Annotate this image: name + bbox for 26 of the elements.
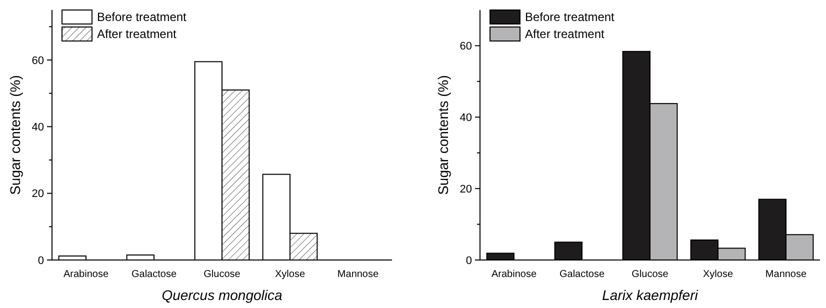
legend-label: After treatment	[525, 27, 606, 42]
y-tick-label: 20	[460, 183, 472, 196]
y-axis-title: Sugar contents (%)	[435, 75, 451, 195]
x-tick-label: Glucose	[632, 269, 669, 280]
y-tick-label: 0	[38, 254, 44, 267]
x-tick-label: Mannose	[337, 269, 380, 280]
y-tick-label: 60	[460, 40, 472, 53]
x-tick-label: Xylose	[702, 269, 734, 280]
y-tick-label: 40	[460, 112, 472, 124]
x-tick-label: Xylose	[274, 269, 306, 280]
x-axis-title: Quercus mongolica	[162, 287, 283, 303]
y-axis-title: Sugar contents (%)	[7, 75, 23, 195]
x-tick-label: Glucose	[204, 269, 241, 280]
y-tick-label: 60	[32, 54, 44, 67]
x-tick-label: Galactose	[131, 269, 177, 280]
x-axis-title: Larix kaempferi	[602, 287, 699, 303]
y-tick-label: 20	[32, 188, 44, 200]
x-tick-label: Mannose	[765, 269, 808, 280]
legend-label: After treatment	[97, 27, 178, 42]
legend-label: Before treatment	[525, 10, 616, 24]
y-tick-label: 0	[466, 254, 472, 267]
legend-label: Before treatment	[97, 10, 188, 24]
x-tick-label: Arabinose	[63, 269, 109, 280]
y-tick-label: 40	[32, 122, 44, 134]
x-tick-label: Galactose	[559, 269, 605, 280]
x-tick-label: Arabinose	[491, 269, 537, 280]
